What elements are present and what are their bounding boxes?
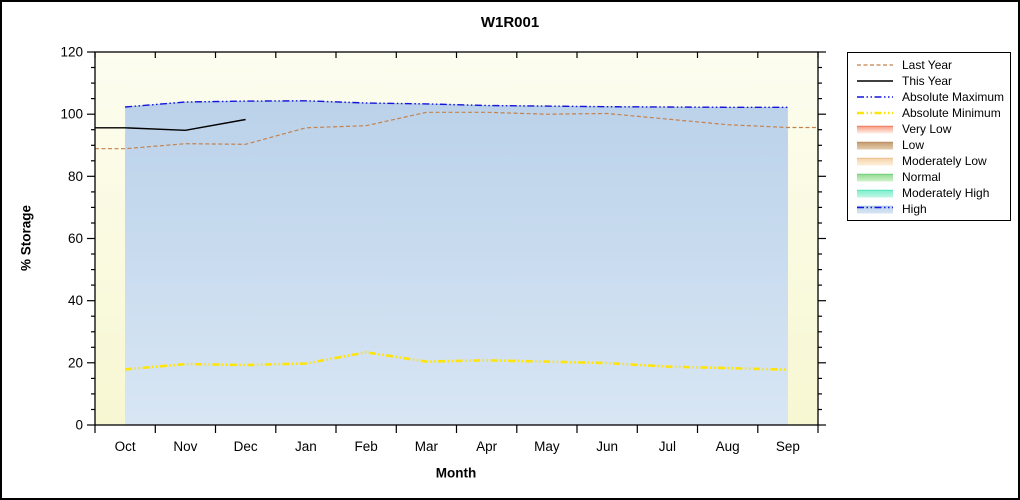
line-absolute-maximum: [125, 100, 788, 108]
legend-label: Very Low: [902, 122, 952, 136]
legend-entry-absolute-minimum: Absolute Minimum: [848, 105, 1010, 121]
x-tick-label: Nov: [173, 439, 197, 454]
line-absolute-minimum: [124, 350, 788, 371]
x-tick-label: Jun: [596, 439, 618, 454]
legend-label: Last Year: [902, 58, 953, 72]
legend-label: High: [902, 202, 927, 216]
x-axis-title: Month: [435, 465, 477, 481]
x-axis-ticks: Oct Nov Dec Jan Feb Mar Apr May Jun Jul Aug Sep: [94, 52, 819, 454]
legend-band-swatch: [857, 125, 893, 134]
legend-label: Absolute Minimum: [902, 106, 1001, 120]
y-tick-label: 20: [68, 355, 83, 370]
legend-line-swatch: [857, 96, 893, 98]
legend-line-swatch: [857, 80, 893, 82]
legend-band-swatch: [857, 173, 893, 182]
x-tick-label: Aug: [716, 439, 740, 454]
legend-entry-moderately-high: Moderately High: [848, 185, 1010, 201]
legend-entry-this-year: This Year: [848, 73, 1010, 89]
y-tick-label: 60: [68, 231, 83, 246]
legend-label: Normal: [902, 170, 941, 184]
legend-label: Absolute Maximum: [902, 90, 1005, 104]
y-tick-label: 120: [60, 45, 83, 60]
y-tick-label: 80: [68, 169, 83, 184]
band-high: [125, 101, 788, 425]
x-tick-label: Mar: [415, 439, 439, 454]
x-tick-label: Jan: [295, 439, 317, 454]
x-tick-label: Apr: [476, 439, 498, 454]
legend-band-swatch: [857, 189, 893, 198]
legend-line-swatch: [857, 64, 893, 66]
legend-entry-high: High: [848, 201, 1010, 217]
legend-band-swatch: [857, 205, 893, 214]
x-tick-label: Jul: [659, 439, 676, 454]
legend-entry-very-low: Very Low: [848, 121, 1010, 137]
legend-label: Moderately Low: [902, 154, 987, 168]
chart-title: W1R001: [480, 14, 540, 31]
legend-entry-normal: Normal: [848, 169, 1010, 185]
y-axis-ticks: 0 20 40 60 80 100 120: [60, 45, 826, 433]
legend-entry-moderately-low: Moderately Low: [848, 153, 1010, 169]
y-tick-label: 0: [75, 418, 83, 433]
legend: Last Year This Year Absolute Maximum Absolu…: [847, 52, 1011, 221]
legend-label: Moderately High: [902, 186, 990, 200]
line-this-year: [95, 118, 246, 132]
legend-label: This Year: [902, 74, 953, 88]
percentile-bands: [124, 100, 788, 426]
y-tick-label: 100: [60, 107, 83, 122]
legend-line-swatch: [857, 111, 893, 115]
y-tick-label: 40: [68, 293, 83, 308]
legend-band-swatch: [857, 157, 893, 166]
x-tick-label: Sep: [776, 439, 800, 454]
legend-label: Low: [902, 138, 925, 152]
legend-entry-absolute-maximum: Absolute Maximum: [848, 89, 1010, 105]
line-last-year: [95, 111, 818, 150]
x-tick-label: Dec: [234, 439, 258, 454]
x-tick-label: Oct: [115, 439, 136, 454]
legend-entry-low: Low: [848, 137, 1010, 153]
legend-band-swatch: [857, 141, 893, 150]
x-tick-label: May: [534, 439, 560, 454]
series-lines: [95, 100, 818, 371]
x-tick-label: Feb: [354, 439, 377, 454]
legend-entry-last-year: Last Year: [848, 57, 1010, 73]
